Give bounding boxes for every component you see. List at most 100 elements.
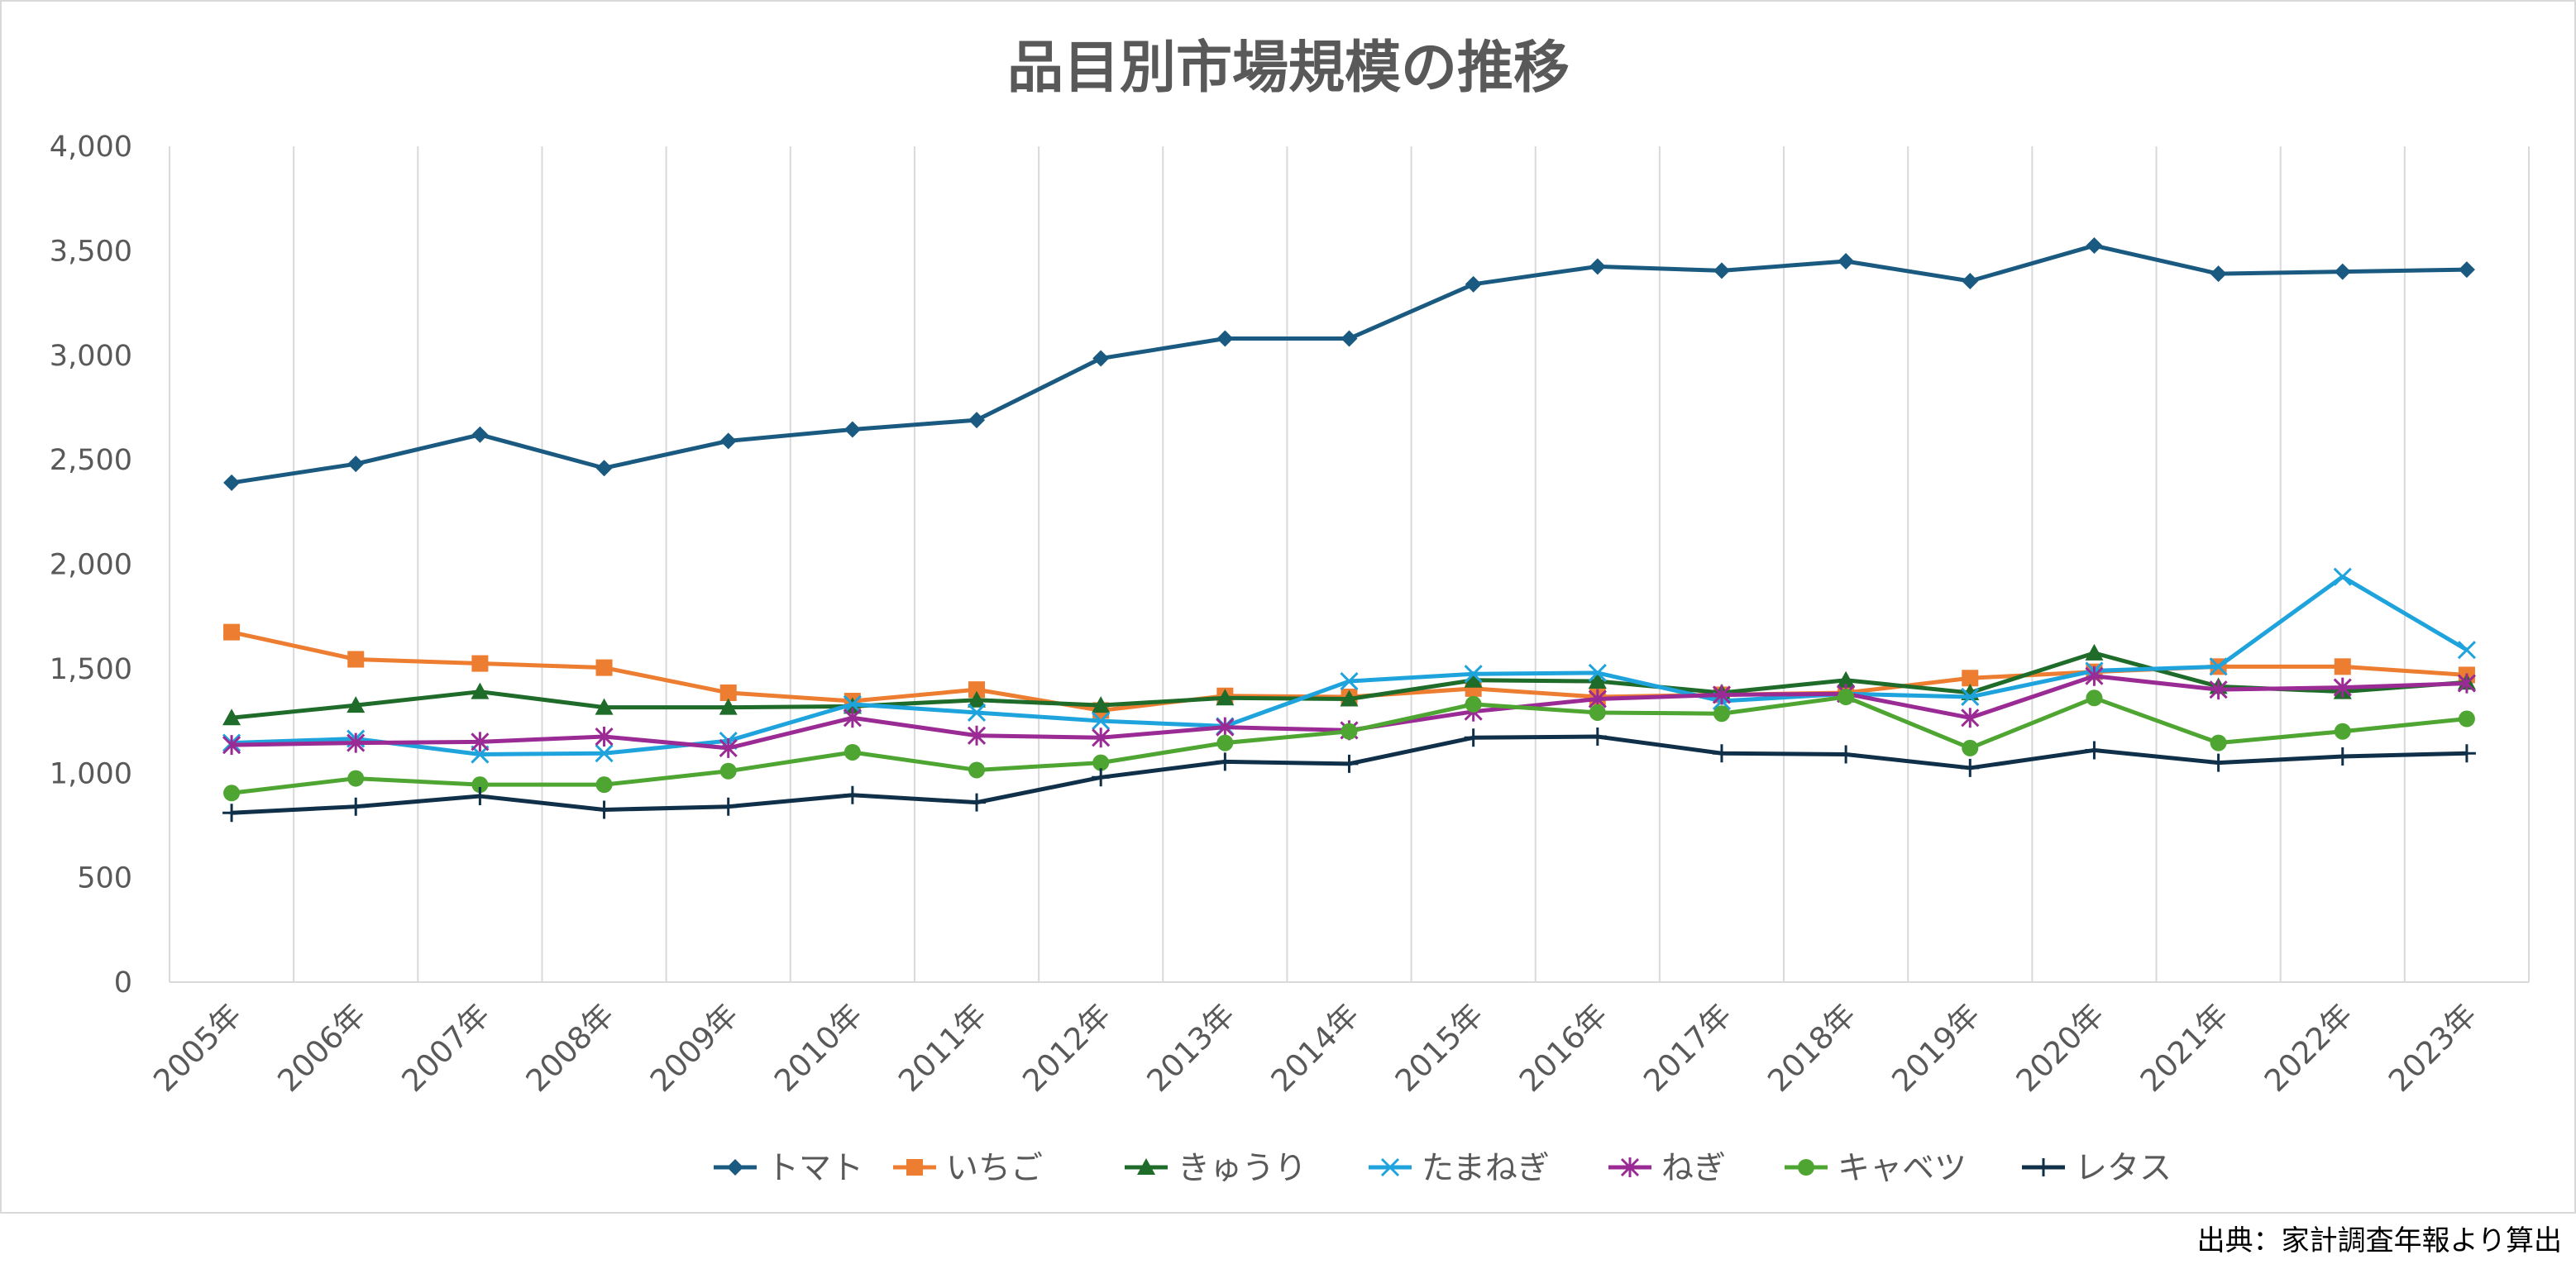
data-point [2333,677,2352,698]
data-point [1712,744,1731,763]
data-point [968,681,986,699]
data-point [843,694,862,713]
data-point [471,655,489,672]
data-point [223,623,241,641]
source-note: 出典：家計調査年報より算出 [2197,1224,2562,1257]
data-point [2457,641,2476,660]
legend-marker [1798,1159,1814,1176]
data-point [2085,643,2104,661]
data-point [1712,685,1732,705]
legend-item: トマト [714,1150,863,1187]
legend-label: レタス [2075,1150,2172,1187]
y-tick-label: 2,500 [50,444,132,477]
data-point [2457,673,2476,694]
data-point [719,684,737,701]
data-point [2334,658,2351,675]
y-tick-label: 500 [77,862,132,895]
data-point [1588,663,1607,682]
data-point [719,762,737,780]
data-point [719,432,737,450]
x-tick-label: 2009年 [643,997,745,1099]
data-point [843,708,862,728]
legend-marker [1137,1158,1155,1175]
data-point [844,421,861,438]
data-point [2209,680,2228,700]
data-point [471,682,490,699]
x-tick-label: 2022年 [2258,997,2359,1099]
data-point [719,737,738,758]
data-point [346,732,366,753]
y-tick-label: 2,000 [50,549,132,582]
data-point [1092,350,1110,367]
data-point [595,659,613,676]
data-point [1216,330,1234,347]
y-tick-label: 0 [114,966,132,999]
data-point [1341,723,1358,740]
data-point [1340,689,1359,707]
data-point [2457,744,2476,763]
y-tick-label: 3,500 [50,235,132,268]
data-point [2086,237,2103,255]
x-tick-label: 2023年 [2382,997,2483,1099]
chart-title: 品目別市場規模の推移 [1007,36,1570,101]
data-point [1837,670,1856,688]
series-6 [223,688,2475,802]
data-point [595,776,613,794]
data-point [1588,728,1607,747]
x-tick-label: 2021年 [2134,997,2235,1099]
data-point [1589,704,1606,721]
x-tick-label: 2018年 [1761,997,1862,1099]
x-tick-label: 2008年 [519,997,621,1099]
data-point [595,744,614,763]
data-point [968,690,987,708]
data-point [2085,666,2104,686]
data-point [1464,665,1483,684]
data-point [222,804,241,823]
y-tick-label: 1,500 [50,653,132,686]
data-point [844,743,861,761]
data-point [2334,263,2351,280]
data-point [967,725,987,746]
data-point [1092,728,1111,748]
data-point [1464,670,1483,688]
legend: トマト いちご きゅうり たまねぎ ねぎ キャベツ レタス [714,1150,2172,1187]
x-tick-label: 2005年 [146,997,248,1099]
data-point [2458,261,2475,279]
data-point [2210,734,2227,751]
series-line [231,694,2468,795]
data-point [968,412,986,429]
data-point [347,456,365,473]
x-tick-label: 2019年 [1885,997,1986,1099]
data-point [1464,728,1483,747]
data-point [2210,265,2227,283]
data-point [1340,754,1359,773]
legend-label: きゅうり [1178,1150,1307,1187]
data-point [223,474,241,491]
data-point [968,761,986,779]
series-line [231,734,2467,815]
legend-item: レタス [2022,1150,2172,1187]
x-tick-label: 2011年 [891,997,993,1099]
x-tick-label: 2010年 [767,997,869,1099]
data-point [347,770,365,787]
data-point [1216,689,1235,706]
data-point [1961,758,1980,777]
data-point [1216,734,1234,751]
x-tick-label: 2016年 [1513,997,1614,1099]
data-point [2458,710,2475,728]
data-point [1092,768,1111,787]
legend-label: キャベツ [1838,1150,1967,1187]
data-point [2333,567,2352,586]
legend-marker [906,1159,923,1176]
data-point [1838,688,1855,705]
series-1 [223,237,2475,491]
data-point [1589,258,1606,275]
data-point [1465,275,1482,293]
grid [169,146,2530,982]
x-tick-label: 2012年 [1016,997,1117,1099]
data-point [222,708,241,726]
data-point [1216,752,1235,771]
legend-marker [2034,1158,2053,1176]
data-point [471,426,489,443]
